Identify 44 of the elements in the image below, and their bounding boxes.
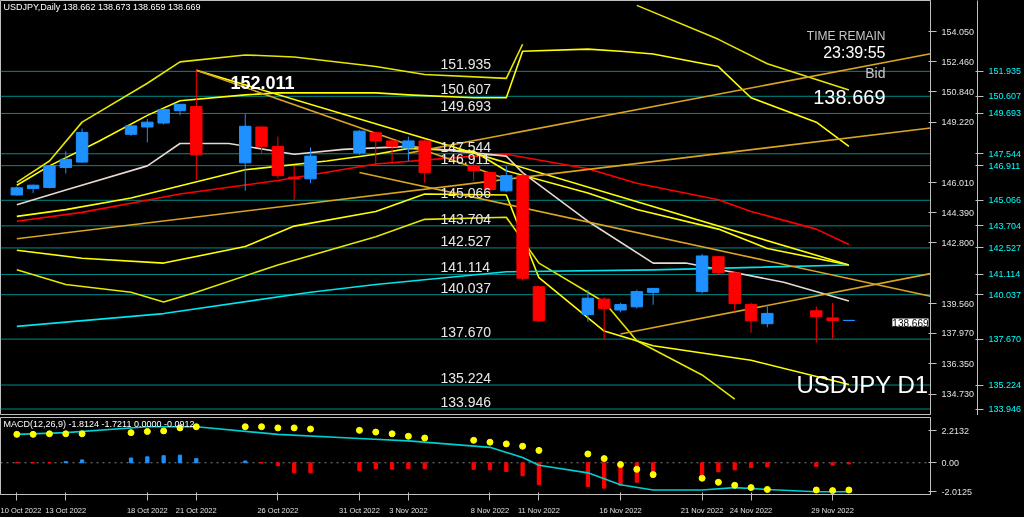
annotation: 138.669 (813, 85, 886, 108)
ref-line-label: 142.527 (440, 232, 492, 249)
y-tick-label: 134.730 (941, 389, 975, 400)
ref-line-label: 137.670 (440, 324, 492, 341)
text: 143.704 (988, 220, 1022, 231)
ref-line-label: 133.946 (440, 394, 492, 411)
text: 137.670 (988, 334, 1022, 345)
y-tick-label: 136.350 (941, 358, 975, 369)
y-tick-label: 146.010 (941, 177, 975, 188)
y-tick-label: 137.970 (941, 328, 975, 339)
ref-line-label: 140.037 (440, 279, 492, 296)
y-tick-label: 139.560 (941, 298, 975, 309)
ref-line-label: 141.114 (440, 259, 491, 276)
annotation: 23:39:55 (823, 43, 886, 61)
ref-line-label: 151.935 (440, 56, 492, 73)
text: 135.224 (988, 380, 1022, 391)
text: 140.037 (988, 289, 1022, 300)
text: 142.527 (988, 242, 1022, 253)
annotation: USDJPY,Daily 138.662 138.673 138.659 138.669 (3, 1, 201, 12)
ref-line-label: 135.224 (440, 370, 492, 387)
annotation: MACD(12,26,9) -1.8124 -1.7211 0.0000 -0.0912 (3, 418, 195, 429)
ref-line-label: 149.693 (440, 98, 492, 115)
text: 147.544 (988, 148, 1022, 159)
text: 133.946 (988, 404, 1022, 415)
text: 141.114 (988, 269, 1021, 280)
annotation: USDJPY D1 (796, 370, 929, 398)
y-tick-label: 152.460 (941, 56, 975, 67)
y-tick-label: 142.800 (941, 237, 975, 248)
text: 151.935 (988, 66, 1022, 77)
ref-line-label: 150.607 (440, 81, 492, 98)
text: 146.911 (988, 160, 1021, 171)
y-tick-label: 144.390 (941, 207, 975, 218)
y-tick-label: 154.050 (941, 26, 975, 37)
text: 145.066 (988, 195, 1022, 206)
text: 149.693 (988, 108, 1022, 119)
annotation: 152.011 (230, 72, 295, 93)
y-tick-label: 150.840 (941, 86, 975, 97)
y-tick-label: 149.220 (941, 117, 975, 128)
annotation: 138.669 (892, 317, 929, 329)
y-tick-label: 0.00 (941, 457, 960, 468)
y-tick-label: -2.0125 (941, 486, 973, 497)
annotation: TIME REMAIN (806, 28, 886, 43)
text: 150.607 (988, 91, 1022, 102)
y-tick-label: 2.2132 (941, 425, 970, 436)
